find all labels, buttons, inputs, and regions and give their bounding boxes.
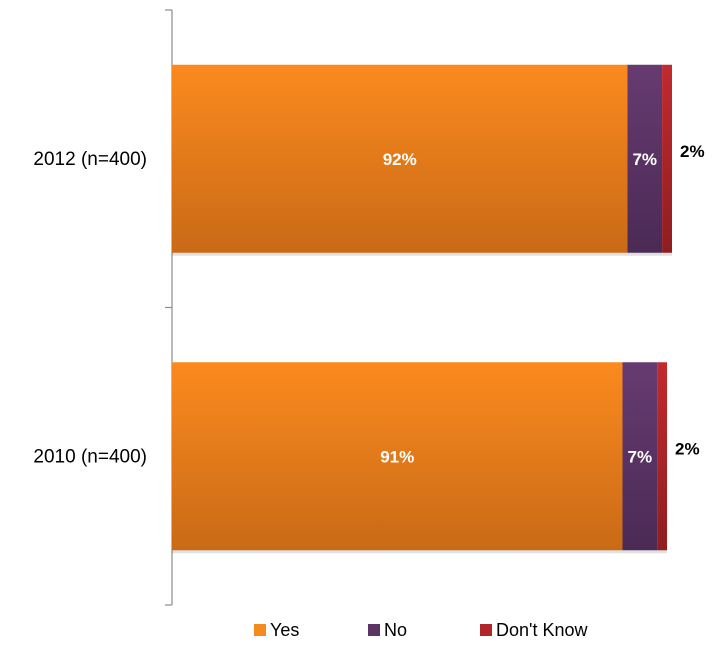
category-label-2012-n-400: 2012 (n=400) xyxy=(33,149,147,170)
data-label-don-t-know-2012-n-400: 2% xyxy=(680,142,705,161)
category-label-2010-n-400: 2010 (n=400) xyxy=(33,446,147,467)
data-label-no-2012-n-400: 7% xyxy=(632,150,657,169)
data-label-yes-2010-n-400: 91% xyxy=(380,447,414,466)
bar-yes-2012-n-400 xyxy=(172,64,628,253)
category-labels: 2012 (n=400) 2010 (n=400) xyxy=(33,149,147,468)
bar-yes-2010-n-400 xyxy=(172,362,623,551)
legend: Yes No Don't Know xyxy=(254,620,588,640)
data-label-yes-2012-n-400: 92% xyxy=(383,150,417,169)
bar-no-2012-n-400 xyxy=(627,64,663,253)
legend-label-don-t-know: Don't Know xyxy=(496,620,588,640)
category-axis xyxy=(165,9,173,606)
legend-swatch-don-t-know xyxy=(480,624,492,636)
legend-swatch-yes xyxy=(254,624,266,636)
bars-group xyxy=(172,64,672,554)
legend-label-yes: Yes xyxy=(270,620,299,640)
bar-no-2010-n-400 xyxy=(622,362,658,551)
data-label-no-2010-n-400: 7% xyxy=(628,447,653,466)
bar-don-t-know-2012-n-400 xyxy=(662,64,672,253)
bar-don-t-know-2010-n-400 xyxy=(657,362,668,551)
value-labels: 92% 7% 2% 91% 7% 2% xyxy=(380,142,704,467)
legend-swatch-no xyxy=(368,624,380,636)
data-label-don-t-know-2010-n-400: 2% xyxy=(675,439,700,458)
legend-label-no: No xyxy=(384,620,407,640)
